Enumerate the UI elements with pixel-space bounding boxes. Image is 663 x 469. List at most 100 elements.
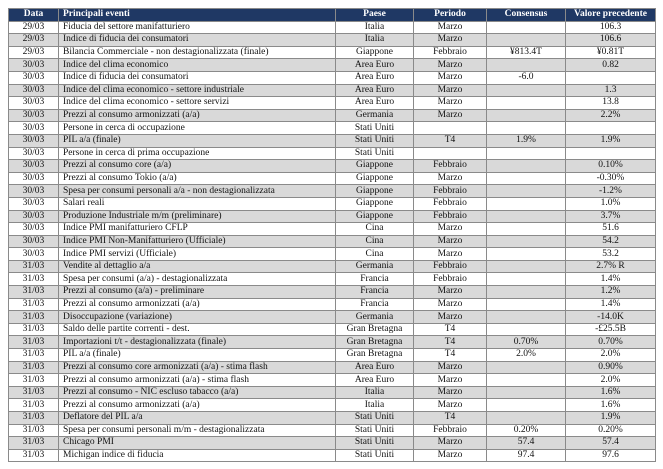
table-cell: Giappone	[335, 171, 414, 186]
table-cell: 57.4	[565, 436, 656, 450]
table-cell: Gran Bretagna	[335, 348, 414, 362]
table-cell: 29/03	[8, 45, 59, 60]
table-cell: Indice di fiducia dei consumatori	[58, 70, 336, 85]
table-row: 31/03 Importazioni t/t - destagionalizzat…	[8, 335, 656, 350]
table-cell: 31/03	[8, 272, 59, 287]
table-cell: Febbraio	[413, 259, 487, 274]
header-cell: Consensus	[486, 8, 566, 22]
table-cell: Prezzi al consumo armonizzati (a/a)	[58, 398, 336, 412]
table-cell: 97.6	[565, 448, 656, 463]
table-cell: 30/03	[8, 70, 59, 85]
table-cell	[486, 297, 566, 312]
table-cell: 31/03	[8, 373, 59, 387]
table-cell	[486, 411, 566, 425]
table-cell: 1.6%	[565, 398, 656, 412]
table-cell	[486, 108, 566, 123]
table-cell: Prezzi al consumo (a/a) - preliminare	[58, 285, 336, 299]
table-row: 30/03 Prezzi al consumo Tokio (a/a) Giappo…	[8, 171, 656, 186]
table-cell: Stati Uniti	[335, 423, 414, 438]
table-cell: Cina	[335, 247, 414, 261]
table-cell	[413, 121, 487, 135]
table-cell: Marzo	[413, 70, 487, 85]
table-cell: 31/03	[8, 398, 59, 412]
table-cell: Italia	[335, 385, 414, 400]
table-cell: Spesa per consumi (a/a) - destagionalizz…	[58, 272, 336, 287]
table-cell: Francia	[335, 272, 414, 287]
table-row: 30/03 Persone in cerca di occupazione Stat…	[8, 121, 656, 135]
table-cell: Gran Bretagna	[335, 335, 414, 350]
table-cell: -6.0	[486, 70, 566, 85]
table-row: 30/03 Indice PMI manifatturiero CFLP Cina M…	[8, 222, 656, 236]
table-cell: Indice PMI servizi (Ufficiale)	[58, 247, 336, 261]
table-cell: Produzione Industriale m/m (preliminare)	[58, 209, 336, 224]
table-cell	[486, 247, 566, 261]
table-cell: Area Euro	[335, 96, 414, 110]
table-cell: Bilancia Commerciale - non destagionaliz…	[58, 45, 336, 60]
table-cell: 1.4%	[565, 272, 656, 287]
table-cell: 1.9%	[486, 133, 566, 148]
table-cell: 0.70%	[486, 335, 566, 350]
table-cell: 1.4%	[565, 297, 656, 312]
table-cell: Marzo	[413, 373, 487, 387]
table-row: 30/03 Persone in cerca di prima occupazio…	[8, 146, 656, 161]
table-cell: -1.2%	[565, 184, 656, 198]
table-cell: 0.82	[565, 58, 656, 72]
table-cell: Giappone	[335, 45, 414, 60]
table-row: 30/03 Indice del clima economico - settor…	[8, 83, 656, 98]
table-cell: Italia	[335, 398, 414, 412]
table-cell: Marzo	[413, 310, 487, 324]
table-cell: Marzo	[413, 297, 487, 312]
table-cell: 31/03	[8, 360, 59, 375]
table-row: 31/03 Prezzi al consumo (a/a) - prelimina…	[8, 285, 656, 299]
table-cell: Prezzi al consumo armonizzati (a/a)	[58, 297, 336, 312]
table-cell	[565, 146, 656, 161]
table-cell: 30/03	[8, 247, 59, 261]
table-row: 30/03 Prezzi al consumo core (a/a) Giappon…	[8, 159, 656, 173]
table-cell: 31/03	[8, 259, 59, 274]
table-cell	[565, 70, 656, 85]
table-cell: T4	[413, 322, 487, 337]
table-row: 31/03 Vendite al dettaglio a/a Germania Feb…	[8, 259, 656, 274]
table-row: 29/03 Fiducia del settore manifatturiero I…	[8, 20, 656, 35]
table-cell: Prezzi al consumo - NIC escluso tabacco …	[58, 385, 336, 400]
table-row: 31/03 Michigan indice di fiducia Stati Uni…	[8, 448, 656, 463]
table-cell	[486, 373, 566, 387]
table-cell: Marzo	[413, 20, 487, 35]
table-cell: 30/03	[8, 58, 59, 72]
table-cell: T4	[413, 335, 487, 350]
table-cell: Stati Uniti	[335, 448, 414, 463]
table-cell	[413, 146, 487, 161]
table-cell: Indice PMI manifatturiero CFLP	[58, 222, 336, 236]
table-cell	[486, 20, 566, 35]
table-cell: Indice PMI Non-Manifatturiero (Ufficiale…	[58, 234, 336, 249]
header-row: Data Principali eventi Paese Periodo Consens…	[8, 8, 656, 22]
table-cell: 0.90%	[565, 360, 656, 375]
table-cell: Michigan indice di fiducia	[58, 448, 336, 463]
table-cell: 31/03	[8, 348, 59, 362]
table-cell: Disoccupazione (variazione)	[58, 310, 336, 324]
table-cell: Germania	[335, 310, 414, 324]
table-cell: 1.9%	[565, 411, 656, 425]
table-cell	[486, 285, 566, 299]
table-cell: Stati Uniti	[335, 436, 414, 450]
table-cell: Francia	[335, 285, 414, 299]
table-cell	[486, 83, 566, 98]
table-cell: 30/03	[8, 196, 59, 211]
table-cell: 30/03	[8, 133, 59, 148]
table-cell: Area Euro	[335, 373, 414, 387]
table-cell: Importazioni t/t - destagionalizzata (fi…	[58, 335, 336, 350]
table-cell: Francia	[335, 297, 414, 312]
table-cell	[486, 96, 566, 110]
table-row: 30/03 Salari reali Giappone Febbraio 1.0%	[8, 196, 656, 211]
table-cell: Marzo	[413, 58, 487, 72]
table-cell: 29/03	[8, 20, 59, 35]
table-cell: 30/03	[8, 184, 59, 198]
table-cell: 30/03	[8, 222, 59, 236]
table-cell: 30/03	[8, 209, 59, 224]
table-cell: PIL a/a (finale)	[58, 348, 336, 362]
table-cell: Febbraio	[413, 272, 487, 287]
table-cell: Persone in cerca di occupazione	[58, 121, 336, 135]
table-cell: Indice del clima economico - settore ind…	[58, 83, 336, 98]
table-cell: Area Euro	[335, 70, 414, 85]
table-row: 31/03 Spesa per consumi personali m/m - d…	[8, 423, 656, 438]
